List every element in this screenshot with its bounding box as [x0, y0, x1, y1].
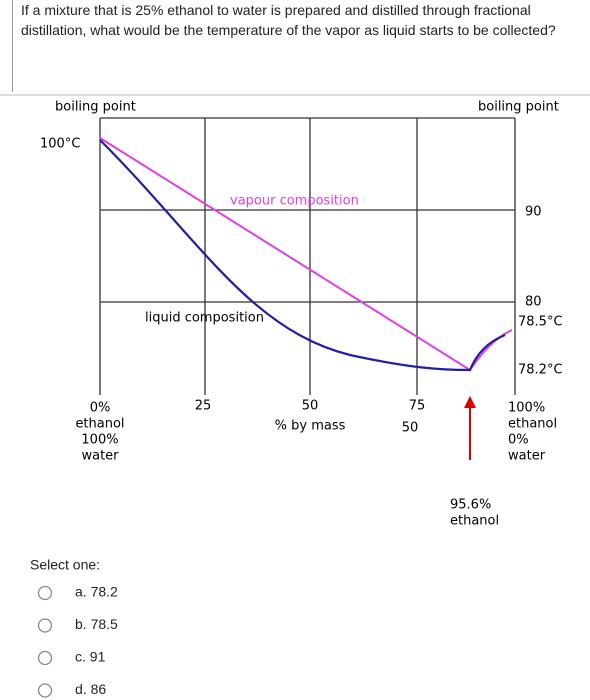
- x-tick: 25: [195, 399, 212, 414]
- left-end: 100%: [81, 433, 118, 448]
- right-axis-label: boiling point: [478, 100, 559, 115]
- right-label: 80: [525, 295, 542, 310]
- x-tick: 75: [409, 399, 426, 414]
- azeotrope-label: ethanol: [450, 514, 499, 529]
- radio[interactable]: [37, 618, 53, 633]
- select-label: Select one:: [30, 557, 100, 573]
- question: If a mixture that is 25% ethanol to wate…: [12, 0, 590, 92]
- left-top: 100°C: [40, 137, 80, 152]
- right-label: 78.5°C: [518, 315, 563, 330]
- right-end: water: [508, 449, 546, 464]
- vapour-label: vapour composition: [230, 194, 359, 209]
- left-end: water: [81, 449, 119, 464]
- right-label: 90: [525, 205, 542, 220]
- right-end: 100%: [508, 401, 545, 416]
- left-axis-label: boiling point: [55, 100, 136, 115]
- vapour-curve: [99, 137, 513, 372]
- x-axis-label: % by mass: [275, 419, 346, 434]
- arrow-head: [464, 396, 476, 408]
- radio[interactable]: [37, 683, 53, 698]
- x-tick: 50: [302, 399, 319, 414]
- right-label: 78.2°C: [518, 363, 563, 378]
- right-end: ethanol: [508, 417, 557, 432]
- left-end: ethanol: [75, 417, 124, 432]
- liquid-curve: [99, 139, 506, 372]
- option-label[interactable]: a. 78.2: [75, 584, 118, 600]
- grid: [99, 117, 516, 395]
- option-label[interactable]: d. 86: [75, 681, 106, 697]
- radio[interactable]: [37, 650, 53, 666]
- azeotrope-label: 95.6%: [450, 498, 491, 513]
- right-end: 0%: [508, 433, 529, 448]
- left-end: 0%: [90, 401, 111, 416]
- x-sub: 50: [402, 421, 419, 436]
- radio[interactable]: [37, 585, 53, 601]
- options: a. 78.2 b. 78.5 c. 91 d. 86: [37, 584, 118, 698]
- liquid-label: liquid composition: [145, 311, 264, 326]
- option-label[interactable]: c. 91: [75, 649, 106, 665]
- option-label[interactable]: b. 78.5: [75, 616, 118, 632]
